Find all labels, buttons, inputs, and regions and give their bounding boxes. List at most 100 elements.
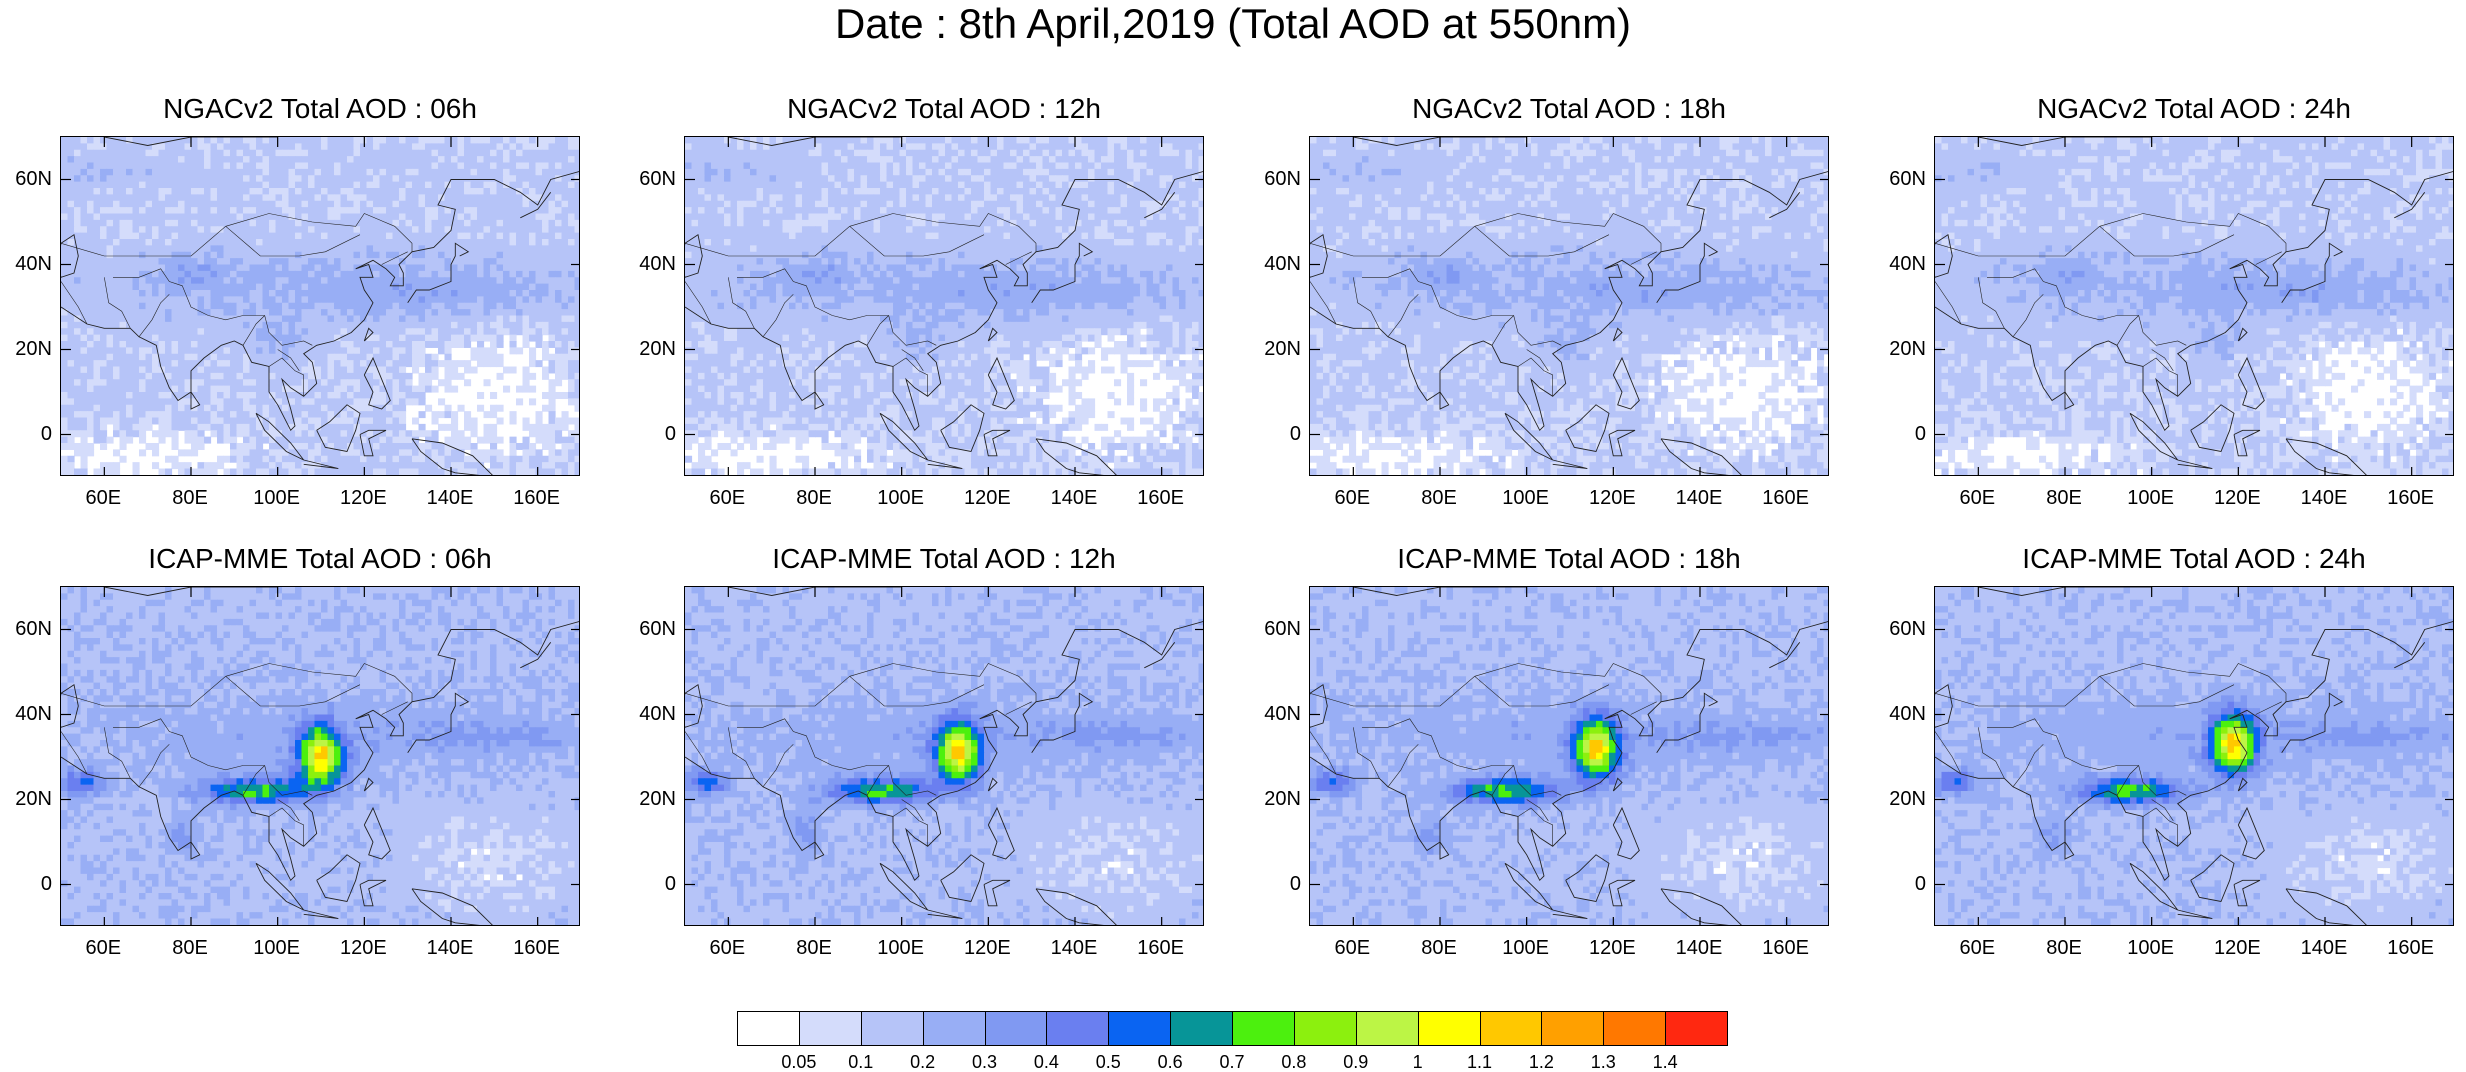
lon-tick-label: 80E [1409, 488, 1469, 508]
aod-map [685, 137, 1204, 476]
lat-tick-label: 60N [2, 619, 52, 639]
colorbar-swatch [1418, 1011, 1481, 1046]
colorbar-label: 1.1 [1450, 1052, 1510, 1072]
lat-tick-label: 60N [626, 619, 676, 639]
lon-tick-label: 60E [1322, 938, 1382, 958]
lon-tick-label: 60E [697, 488, 757, 508]
lon-tick-label: 80E [2034, 938, 2094, 958]
colorbar [737, 1011, 1727, 1046]
colorbar-label: 0.2 [893, 1052, 953, 1072]
lat-tick-label: 40N [2, 704, 52, 724]
lon-tick-label: 120E [1582, 938, 1642, 958]
lon-tick-label: 140E [1044, 488, 1104, 508]
aod-field [1310, 587, 1829, 925]
lat-tick-label: 20N [1251, 339, 1301, 359]
aod-field [685, 137, 1204, 475]
lon-tick-label: 140E [1044, 938, 1104, 958]
colorbar-swatch [1480, 1011, 1543, 1046]
lon-tick-label: 80E [160, 488, 220, 508]
colorbar-label: 0.8 [1264, 1052, 1324, 1072]
colorbar-swatch [1294, 1011, 1357, 1046]
lat-tick-label: 60N [1876, 619, 1926, 639]
lon-tick-label: 60E [73, 938, 133, 958]
colorbar-swatch [1356, 1011, 1419, 1046]
map-frame [1934, 136, 2454, 476]
lat-tick-label: 0 [1251, 874, 1301, 894]
panel-title: NGACv2 Total AOD : 12h [684, 92, 1204, 126]
lon-tick-label: 80E [784, 938, 844, 958]
colorbar-swatch [1603, 1011, 1666, 1046]
lon-tick-label: 80E [2034, 488, 2094, 508]
lat-tick-label: 40N [1251, 704, 1301, 724]
lat-tick-label: 20N [1876, 789, 1926, 809]
map-frame [1934, 586, 2454, 926]
lon-tick-label: 140E [1669, 938, 1729, 958]
lat-tick-label: 40N [1876, 254, 1926, 274]
lat-tick-label: 0 [2, 424, 52, 444]
colorbar-swatch [799, 1011, 862, 1046]
lon-tick-label: 100E [871, 488, 931, 508]
lat-tick-label: 0 [1876, 424, 1926, 444]
map-frame [684, 586, 1204, 926]
colorbar-label: 0.3 [955, 1052, 1015, 1072]
map-panel: NGACv2 Total AOD : 12h 60N 40N 20N 0 60E 80E 10… [624, 92, 1264, 572]
lat-tick-label: 40N [2, 254, 52, 274]
lat-tick-label: 40N [1876, 704, 1926, 724]
colorbar-swatch [737, 1011, 800, 1046]
lon-tick-label: 60E [1322, 488, 1382, 508]
lat-tick-label: 0 [626, 424, 676, 444]
lat-tick-label: 20N [2, 339, 52, 359]
aod-field [61, 587, 580, 925]
lat-tick-label: 20N [2, 789, 52, 809]
lat-tick-label: 40N [626, 254, 676, 274]
panel-title: NGACv2 Total AOD : 24h [1934, 92, 2454, 126]
lon-tick-label: 120E [333, 488, 393, 508]
lon-tick-label: 60E [73, 488, 133, 508]
colorbar-label: 0.1 [831, 1052, 891, 1072]
lon-tick-label: 60E [1947, 488, 2007, 508]
aod-map [1935, 587, 2454, 926]
colorbar-swatch [1541, 1011, 1604, 1046]
lon-tick-label: 160E [1131, 488, 1191, 508]
lat-tick-label: 40N [1251, 254, 1301, 274]
lon-tick-label: 60E [1947, 938, 2007, 958]
colorbar-label: 0.6 [1140, 1052, 1200, 1072]
colorbar-swatch [1170, 1011, 1233, 1046]
lon-tick-label: 80E [160, 938, 220, 958]
map-frame [1309, 586, 1829, 926]
aod-field [1935, 137, 2454, 475]
lat-tick-label: 60N [1876, 169, 1926, 189]
lat-tick-label: 0 [1251, 424, 1301, 444]
colorbar-swatch [861, 1011, 924, 1046]
lat-tick-label: 20N [1251, 789, 1301, 809]
colorbar-label: 1.2 [1511, 1052, 1571, 1072]
aod-field [61, 137, 580, 475]
lat-tick-label: 20N [626, 339, 676, 359]
lon-tick-label: 100E [2121, 938, 2181, 958]
colorbar-label: 0.5 [1078, 1052, 1138, 1072]
lon-tick-label: 160E [1756, 488, 1816, 508]
aod-map [685, 587, 1204, 926]
colorbar-label: 1.3 [1573, 1052, 1633, 1072]
lat-tick-label: 60N [2, 169, 52, 189]
lon-tick-label: 160E [2381, 938, 2441, 958]
colorbar-swatch [985, 1011, 1048, 1046]
lon-tick-label: 80E [784, 488, 844, 508]
lon-tick-label: 140E [420, 938, 480, 958]
lon-tick-label: 100E [1496, 938, 1556, 958]
lon-tick-label: 100E [1496, 488, 1556, 508]
lon-tick-label: 140E [1669, 488, 1729, 508]
lon-tick-label: 120E [2207, 938, 2267, 958]
lon-tick-label: 100E [247, 938, 307, 958]
lat-tick-label: 0 [626, 874, 676, 894]
lat-tick-label: 60N [1251, 169, 1301, 189]
map-frame [60, 136, 580, 476]
aod-field [1935, 587, 2454, 925]
lon-tick-label: 100E [247, 488, 307, 508]
lat-tick-label: 60N [626, 169, 676, 189]
lat-tick-label: 40N [626, 704, 676, 724]
